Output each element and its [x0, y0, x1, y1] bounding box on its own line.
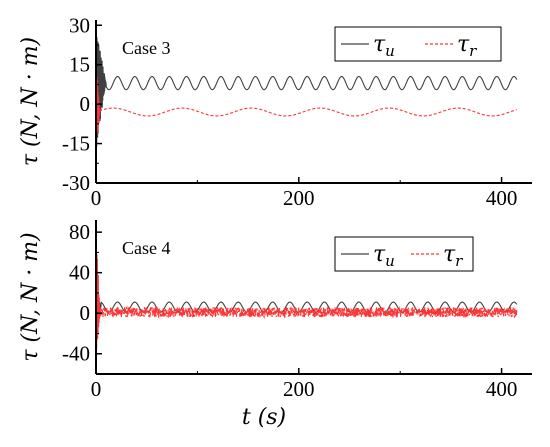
series-line-r: [96, 67, 517, 152]
legend: τu τr: [334, 236, 474, 272]
y-axis-title: τ (N, N · m): [18, 232, 43, 361]
y-tick-label: 30: [69, 13, 90, 37]
legend: τu τr: [334, 26, 502, 62]
legend-box: [334, 236, 474, 272]
x-tick-label: 400: [486, 186, 518, 210]
x-tick-label: 200: [283, 377, 315, 401]
x-axis-title: t (s): [242, 405, 286, 430]
x-tick-label: 0: [91, 186, 102, 210]
case-annotation: Case 3: [122, 38, 171, 58]
y-tick-label: -15: [62, 132, 90, 156]
legend-label-r: τr: [443, 242, 463, 270]
x-tick-label: 200: [283, 186, 315, 210]
x-axis-title-text: t (s): [242, 405, 286, 430]
y-tick-label: 0: [80, 301, 91, 325]
series-line-r: [96, 227, 518, 354]
series-line-u: [96, 33, 518, 147]
y-tick-label: -30: [62, 171, 90, 195]
y-tick-label: 80: [69, 220, 90, 244]
legend-label-u: τu: [373, 32, 395, 60]
y-tick-label: -40: [62, 342, 90, 366]
y-tick-label: 40: [69, 261, 90, 285]
legend-label-u: τu: [373, 242, 395, 270]
legend-label-r: τr: [457, 32, 477, 60]
x-tick-label: 400: [486, 377, 518, 401]
x-tick-label: 0: [91, 377, 102, 401]
y-axis-title: τ (N, N · m): [18, 37, 43, 166]
case-annotation: Case 4: [122, 238, 171, 258]
y-tick-label: 0: [80, 92, 91, 116]
series-line-u: [96, 290, 518, 314]
y-tick-label: 15: [69, 53, 90, 77]
